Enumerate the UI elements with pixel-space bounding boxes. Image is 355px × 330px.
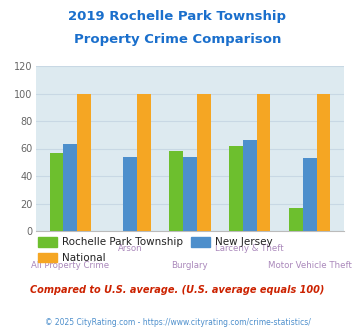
Bar: [137, 93, 151, 231]
Text: © 2025 CityRating.com - https://www.cityrating.com/crime-statistics/: © 2025 CityRating.com - https://www.city…: [45, 318, 310, 327]
Bar: [50, 152, 63, 231]
Text: Motor Vehicle Theft: Motor Vehicle Theft: [268, 261, 351, 270]
Text: Larceny & Theft: Larceny & Theft: [215, 244, 284, 253]
Legend: Rochelle Park Township, National, New Jersey: Rochelle Park Township, National, New Je…: [34, 233, 277, 267]
Bar: [63, 145, 77, 231]
Bar: [243, 140, 257, 231]
Text: All Property Crime: All Property Crime: [31, 261, 109, 270]
Bar: [197, 93, 211, 231]
Bar: [183, 157, 197, 231]
Text: Arson: Arson: [118, 244, 142, 253]
Bar: [123, 157, 137, 231]
Text: Compared to U.S. average. (U.S. average equals 100): Compared to U.S. average. (U.S. average …: [30, 285, 325, 295]
Bar: [303, 158, 317, 231]
Text: Burglary: Burglary: [171, 261, 208, 270]
Bar: [257, 93, 271, 231]
Bar: [289, 208, 303, 231]
Text: Property Crime Comparison: Property Crime Comparison: [74, 33, 281, 46]
Bar: [229, 146, 243, 231]
Text: 2019 Rochelle Park Township: 2019 Rochelle Park Township: [69, 10, 286, 23]
Bar: [317, 93, 330, 231]
Bar: [169, 151, 183, 231]
Bar: [77, 93, 91, 231]
